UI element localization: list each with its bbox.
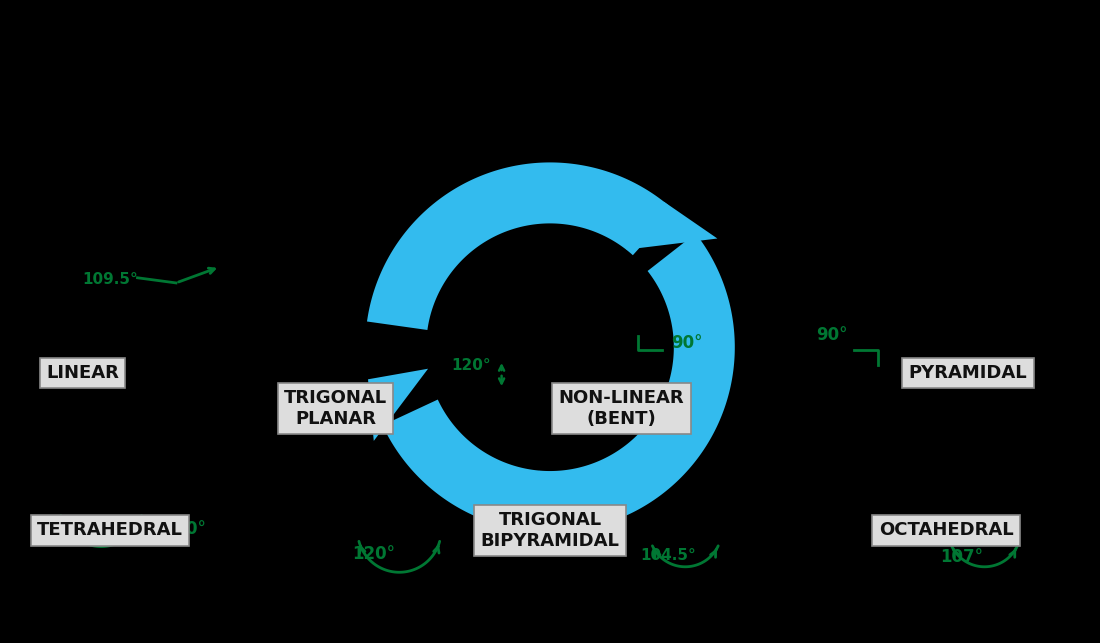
Text: OCTAHEDRAL: OCTAHEDRAL	[879, 521, 1013, 539]
Polygon shape	[367, 163, 673, 330]
Polygon shape	[368, 368, 428, 441]
Text: TRIGONAL
PLANAR: TRIGONAL PLANAR	[284, 389, 387, 428]
Polygon shape	[626, 202, 717, 249]
Polygon shape	[534, 471, 592, 543]
Text: 120°: 120°	[451, 358, 491, 373]
Text: 120°: 120°	[352, 545, 395, 563]
Text: 180°: 180°	[163, 520, 206, 538]
Text: TETRAHEDRAL: TETRAHEDRAL	[37, 521, 183, 539]
Text: X: X	[552, 523, 563, 538]
Polygon shape	[383, 233, 735, 532]
Text: 90°: 90°	[816, 326, 848, 344]
Text: 109.5°: 109.5°	[82, 272, 139, 287]
Text: 107°: 107°	[940, 548, 983, 566]
Text: PYRAMIDAL: PYRAMIDAL	[909, 364, 1027, 382]
Text: 90°: 90°	[671, 334, 703, 352]
Text: NON-LINEAR
(BENT): NON-LINEAR (BENT)	[559, 389, 684, 428]
Text: LINEAR: LINEAR	[46, 364, 119, 382]
Text: 104.5°: 104.5°	[640, 548, 696, 563]
Text: TRIGONAL
BIPYRAMIDAL: TRIGONAL BIPYRAMIDAL	[481, 511, 619, 550]
